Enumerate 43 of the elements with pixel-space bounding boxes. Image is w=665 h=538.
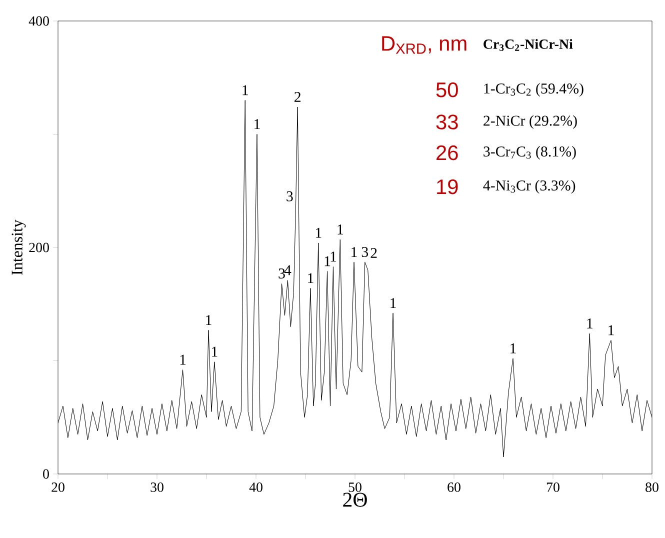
annotation: 1 <box>338 224 343 234</box>
annotation: 1 <box>180 354 186 365</box>
annotation: 1 <box>330 252 336 262</box>
annotation: 1 <box>242 85 248 96</box>
annotation: 1 <box>212 346 218 357</box>
annotation: 1 <box>352 247 357 258</box>
x-tick-label: 40 <box>249 482 262 492</box>
x-tick-label: 60 <box>448 482 460 492</box>
annotation: 19 <box>437 179 458 194</box>
annotation: 1 <box>308 273 314 284</box>
annotation: 1 <box>324 256 330 266</box>
annotation: 1 <box>254 119 260 130</box>
annotation: 1 <box>206 315 212 325</box>
x-tick-label: 80 <box>646 482 658 492</box>
annotation: 33 <box>436 114 458 130</box>
annotation: 1 <box>510 343 516 354</box>
annotation: 1 <box>608 325 614 336</box>
annotation: 3 <box>278 268 285 279</box>
annotation: 2 <box>370 248 377 258</box>
annotation: 2-NiCr (29.2%) <box>484 115 577 129</box>
x-tick-label: 20 <box>52 482 64 492</box>
annotation: 1-Cr$_{3}$C$_{2}$ (59.4%) <box>484 83 584 97</box>
x-tick-label: 50 <box>348 482 362 492</box>
annotation: 26 <box>436 145 458 160</box>
annotation: 4-Ni$_{3}$Cr (3.3%) <box>483 180 576 194</box>
y-tick-label: 200 <box>29 242 49 252</box>
x-axis-title: 2Θ <box>343 492 367 507</box>
annotation: 50 <box>436 82 458 98</box>
annotation: 1 <box>316 228 322 238</box>
annotation: Cr$_{3}$C$_{2}$-NiCr-Ni <box>484 39 573 51</box>
y-tick-label: 0 <box>43 469 49 479</box>
annotation: D$_{XRD}$, nm <box>382 36 466 54</box>
annotation: 1 <box>587 318 592 328</box>
y-tick-label: 400 <box>28 16 49 26</box>
y-axis-title: Intensity <box>12 220 26 275</box>
annotation: 4 <box>284 265 292 276</box>
x-tick-label: 30 <box>150 482 164 492</box>
annotation: 3-Cr$_{7}$C$_{3}$ (8.1%) <box>484 146 576 160</box>
annotation: 2 <box>294 92 300 102</box>
annotation: 1 <box>390 298 396 308</box>
annotation: 3 <box>286 191 293 202</box>
x-tick-label: 70 <box>546 482 560 492</box>
annotation: 3 <box>362 246 368 258</box>
